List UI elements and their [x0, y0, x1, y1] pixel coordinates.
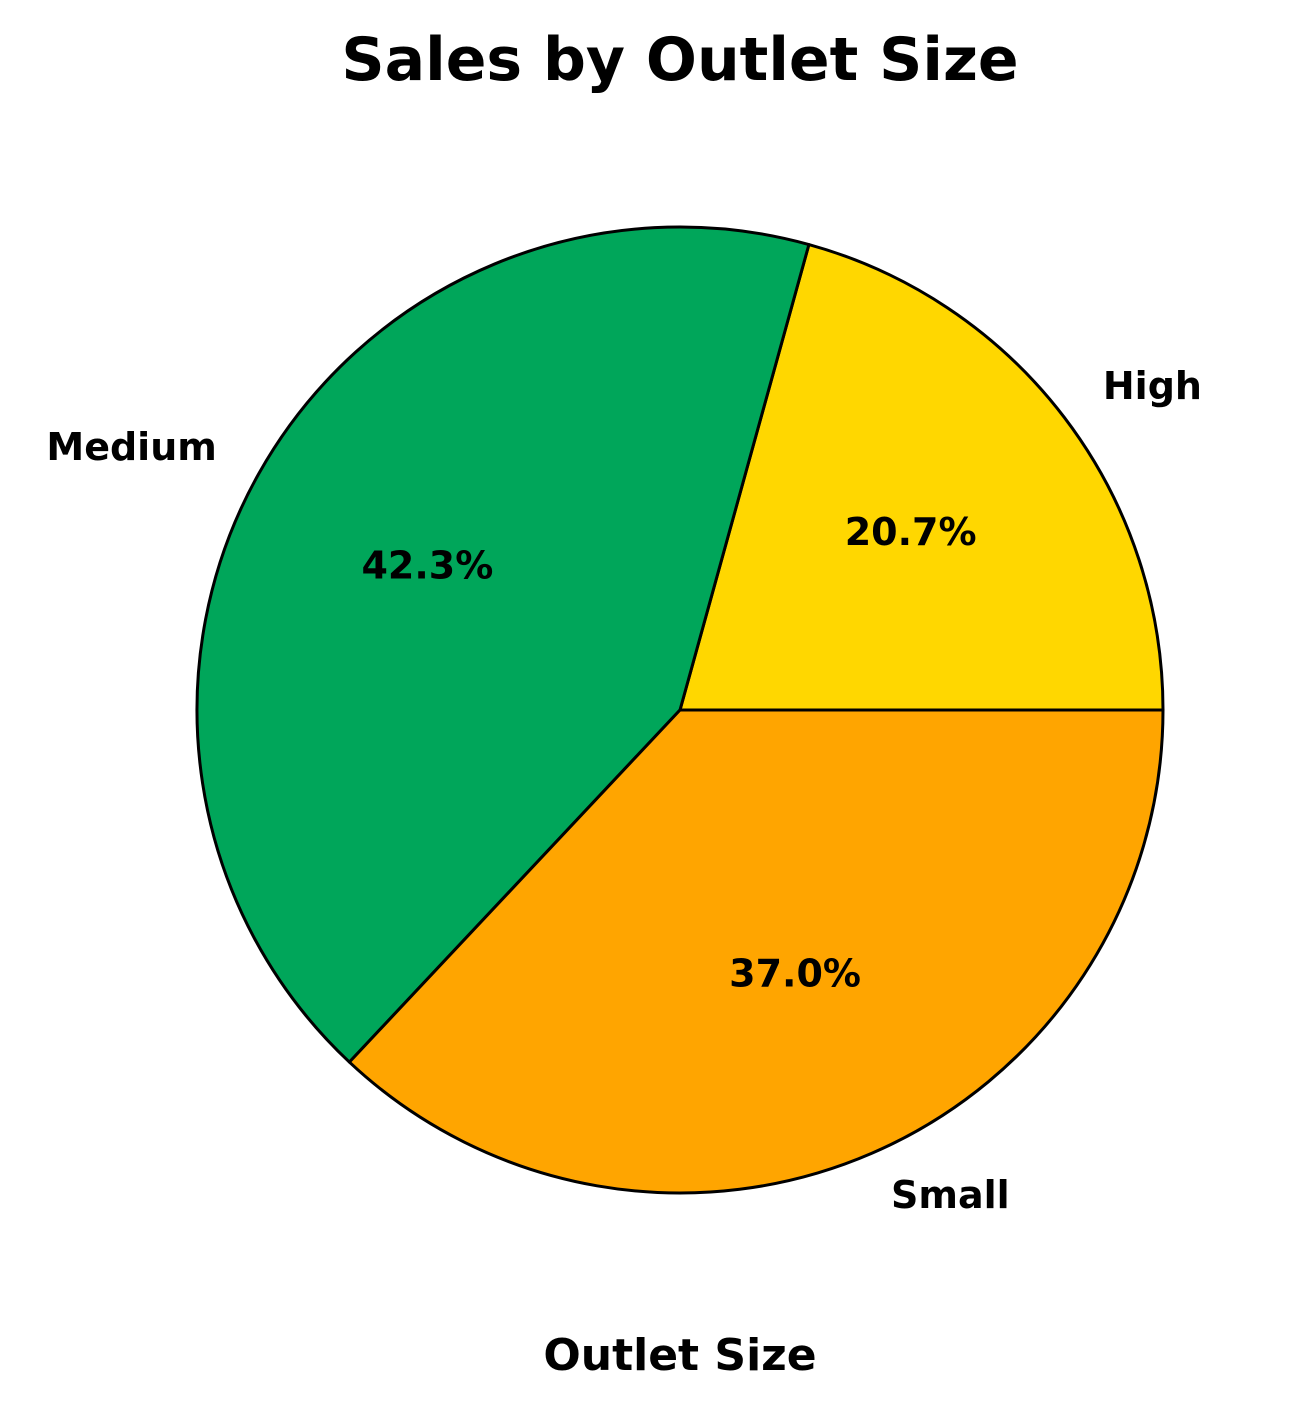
pie-category-labels: High Medium Small — [46, 364, 1202, 1217]
slice-percent-small: 37.0% — [729, 951, 861, 995]
slice-label-high: High — [1103, 364, 1202, 408]
slice-percent-high: 20.7% — [845, 510, 977, 554]
pie-percent-labels: 20.7% 42.3% 37.0% — [361, 510, 976, 995]
slice-label-medium: Medium — [46, 425, 216, 469]
x-axis-label: Outlet Size — [543, 1330, 816, 1381]
pie-slice-small — [347, 708, 1165, 1195]
chart-title: Sales by Outlet Size — [341, 25, 1018, 95]
slice-label-small: Small — [891, 1173, 1010, 1217]
slice-percent-medium: 42.3% — [361, 544, 493, 588]
pie-slice-high — [678, 243, 1165, 712]
pie-slice-medium — [195, 225, 811, 1064]
pie-slices — [195, 225, 1165, 1195]
